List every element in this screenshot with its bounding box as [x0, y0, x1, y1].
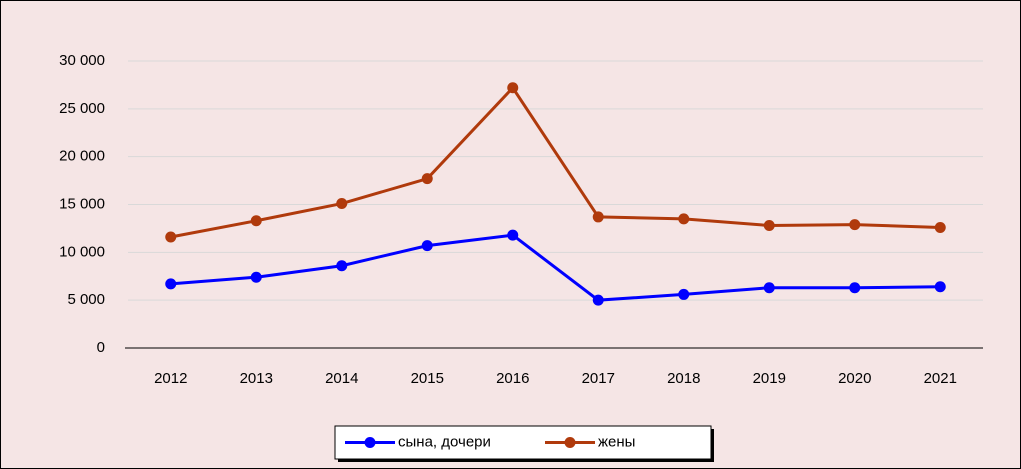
data-point — [507, 229, 519, 241]
x-tick-label: 2015 — [411, 370, 444, 387]
data-point — [849, 219, 861, 231]
x-tick-label: 2014 — [325, 370, 358, 387]
data-point — [592, 211, 604, 223]
data-point — [250, 215, 262, 227]
y-tick-label: 15 000 — [59, 195, 105, 212]
y-tick-label: 10 000 — [59, 243, 105, 260]
data-point — [678, 213, 690, 225]
data-point — [934, 221, 946, 233]
legend-label: сына, дочери — [398, 433, 491, 450]
legend — [334, 425, 712, 460]
series-line — [170, 233, 941, 302]
data-point — [165, 231, 177, 243]
data-point — [763, 282, 775, 294]
x-tick-label: 2012 — [154, 370, 187, 387]
x-tick-label: 2017 — [582, 370, 615, 387]
data-point — [421, 240, 433, 252]
data-point — [592, 294, 604, 306]
x-tick-label: 2018 — [667, 370, 700, 387]
data-point — [934, 281, 946, 293]
legend-label: жены — [598, 433, 635, 450]
legend-marker — [364, 437, 376, 448]
data-point — [849, 282, 861, 294]
data-point — [336, 198, 348, 210]
y-tick-label: 20 000 — [59, 148, 105, 165]
x-tick-label: 2013 — [240, 370, 273, 387]
series-line — [170, 85, 941, 239]
x-tick-label: 2019 — [753, 370, 786, 387]
data-point — [507, 82, 519, 94]
y-tick-label: 25 000 — [59, 100, 105, 117]
x-tick-label: 2016 — [496, 370, 529, 387]
data-point — [336, 260, 348, 272]
data-point — [165, 278, 177, 290]
x-tick-label: 2021 — [924, 370, 957, 387]
y-tick-label: 0 — [97, 339, 105, 356]
x-tick-label: 2020 — [838, 370, 871, 387]
y-tick-label: 30 000 — [59, 52, 105, 69]
data-point — [250, 271, 262, 283]
y-tick-label: 5 000 — [67, 291, 105, 308]
data-point — [763, 220, 775, 232]
legend-marker — [564, 437, 576, 448]
data-point — [421, 173, 433, 185]
data-point — [678, 288, 690, 300]
